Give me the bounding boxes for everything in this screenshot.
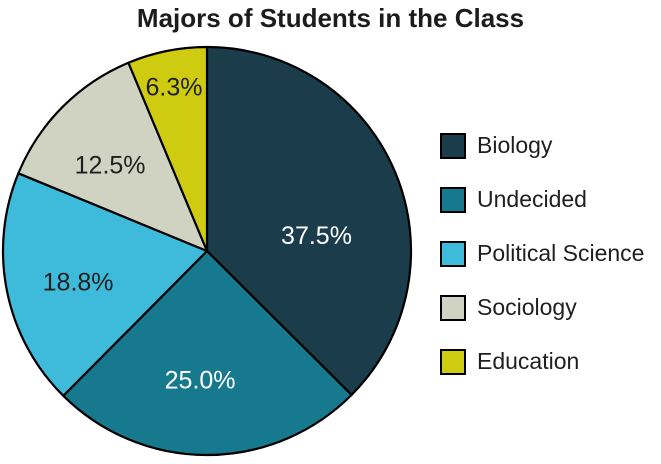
legend-label-biology: Biology bbox=[477, 132, 553, 158]
legend-label-undecided: Undecided bbox=[477, 186, 587, 212]
pie-slice-political-science bbox=[1, 172, 209, 397]
chart-title: Majors of Students in the Class bbox=[136, 3, 525, 33]
legend-swatch-biology bbox=[440, 132, 466, 159]
slice-percent-label-undecided: 25.0% bbox=[165, 367, 236, 395]
legend-swatch-undecided bbox=[440, 186, 466, 213]
legend-item-political-science: Political Science bbox=[440, 240, 644, 267]
legend-swatch-education bbox=[440, 348, 466, 375]
slice-percent-label-sociology: 12.5% bbox=[75, 152, 146, 180]
pie-slice-sociology bbox=[17, 61, 209, 253]
legend-label-sociology: Sociology bbox=[477, 294, 577, 320]
pie-slice-education bbox=[127, 45, 209, 253]
legend: Biology Undecided Political Science Sociolo… bbox=[440, 132, 644, 375]
legend-swatch-sociology bbox=[440, 294, 466, 321]
slice-percent-label-biology: 37.5% bbox=[281, 222, 352, 250]
legend-item-sociology: Sociology bbox=[440, 294, 644, 321]
legend-item-biology: Biology bbox=[440, 132, 644, 159]
legend-swatch-political-science bbox=[440, 240, 466, 267]
slice-percent-label-education: 6.3% bbox=[146, 74, 203, 102]
legend-item-undecided: Undecided bbox=[440, 186, 644, 213]
legend-label-political-science: Political Science bbox=[477, 240, 645, 266]
legend-label-education: Education bbox=[477, 348, 580, 374]
legend-item-education: Education bbox=[440, 348, 644, 375]
pie-slice-undecided bbox=[62, 249, 353, 457]
slice-percent-label-political-science: 18.8% bbox=[43, 268, 114, 296]
pie-slice-biology bbox=[205, 45, 413, 397]
